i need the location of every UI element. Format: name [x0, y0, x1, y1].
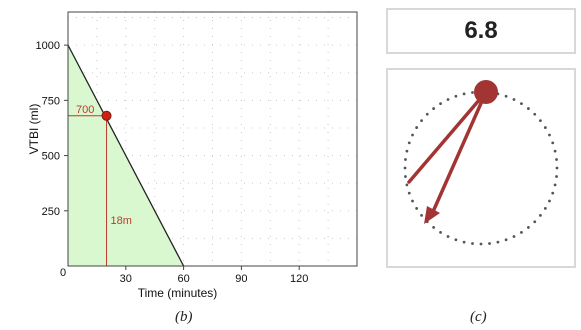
y-tick-label: 250: [42, 206, 60, 218]
dial-dot: [553, 183, 557, 187]
dial-dot: [432, 226, 436, 229]
dial-dot: [496, 240, 500, 244]
annotation-time-label: 18m: [111, 215, 132, 227]
dial-dot: [471, 242, 474, 245]
dial-dot: [420, 213, 423, 217]
origin-label: 0: [60, 267, 66, 279]
x-axis-label: Time (minutes): [138, 286, 218, 300]
dial-dot: [411, 133, 414, 137]
dial-dot: [407, 191, 411, 195]
dial-dot: [548, 199, 551, 203]
dial-dot: [432, 107, 436, 110]
current-point-marker[interactable]: [101, 110, 112, 121]
dial-dot: [403, 166, 407, 170]
y-tick-label: 1000: [36, 40, 60, 52]
dial-dot: [520, 102, 523, 106]
dial-needle-long: [430, 90, 488, 216]
dial-ring: [403, 90, 559, 246]
dial-dot: [407, 141, 411, 145]
value-display: 6.8: [386, 8, 576, 54]
dial-dot: [446, 98, 450, 101]
dial-dot: [405, 149, 409, 153]
dial-dot: [543, 207, 547, 210]
dial-dot: [405, 183, 409, 187]
dial-needle-short: [407, 90, 488, 184]
dial-arrowhead-icon: [424, 206, 440, 224]
dial-dot: [533, 112, 537, 116]
dial-dot: [539, 213, 542, 217]
x-tick-label: 60: [177, 273, 189, 285]
dial-dot: [479, 242, 483, 246]
x-tick-label: 90: [235, 273, 247, 285]
vtbi-chart: 30 60 90 120 250 500 750 1000 0 VTBI (ml) Time …: [27, 11, 358, 300]
y-tick-label: 500: [42, 151, 60, 163]
dial: [403, 80, 559, 246]
dial-dot: [548, 133, 551, 137]
dial-dot: [411, 199, 414, 203]
caption-b: (b): [175, 309, 193, 325]
dial-dot: [512, 98, 516, 101]
dial-dot: [425, 112, 429, 116]
dial-dot: [512, 235, 516, 238]
dial-dot: [520, 230, 523, 234]
plot-frame: [67, 11, 358, 267]
dial-dot: [488, 242, 491, 245]
dial-dot: [446, 235, 450, 238]
x-tick-label: 30: [120, 273, 132, 285]
dial-dot: [555, 158, 558, 161]
dial-dot: [471, 91, 474, 94]
dial-dot: [551, 191, 555, 195]
dial-dot: [404, 158, 407, 161]
dial-dot: [462, 92, 466, 96]
y-tick-label: 750: [42, 95, 60, 107]
dial-dot: [439, 230, 442, 234]
dial-dot: [415, 207, 419, 210]
y-axis-label: VTBI (ml): [27, 104, 41, 155]
dial-panel: [386, 68, 576, 268]
dial-dot: [415, 126, 419, 129]
dial-dot: [543, 126, 547, 129]
dial-dot: [551, 141, 555, 145]
dial-dot: [454, 238, 458, 242]
dial-dot: [439, 102, 442, 106]
dial-dot: [404, 175, 407, 178]
dial-dot: [555, 166, 559, 170]
dial-dot: [553, 149, 557, 153]
dial-dot: [526, 107, 530, 110]
dial-dot: [454, 94, 458, 98]
dial-dot: [526, 226, 530, 229]
dial-dot: [504, 94, 508, 98]
dial-dot: [504, 238, 508, 242]
value-readout: 6.8: [464, 17, 498, 44]
caption-c: (c): [470, 309, 487, 325]
x-tick-label: 120: [290, 273, 308, 285]
dial-dot: [462, 240, 466, 244]
dial-dot: [533, 220, 537, 224]
annotation-volume-label: 700: [76, 104, 94, 116]
dial-dot: [555, 175, 558, 178]
dial-hub-knob[interactable]: [474, 80, 498, 104]
dial-dot: [420, 119, 423, 123]
dial-dot: [539, 119, 542, 123]
vtbi-line: [67, 44, 185, 267]
